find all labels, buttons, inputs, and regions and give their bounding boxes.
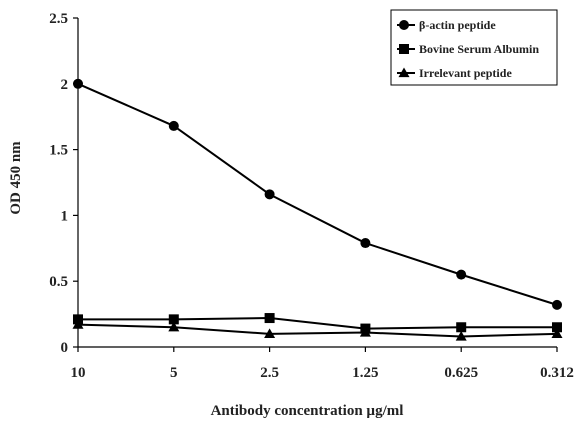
x-axis-title: Antibody concentration µg/ml (211, 403, 404, 419)
y-tick-label: 2.5 (49, 11, 68, 27)
y-tick-label: 1 (61, 208, 69, 224)
y-axis-title: OD 450 nm (8, 141, 24, 215)
data-point-square (456, 322, 467, 333)
legend-label: Bovine Serum Albumin (419, 42, 539, 56)
x-tick-label: 5 (170, 365, 178, 381)
series-line (78, 317, 557, 330)
legend-marker-triangle (398, 67, 410, 78)
data-point-square (552, 322, 562, 333)
legend-item: Bovine Serum Albumin (397, 42, 539, 56)
legend-marker-circle (399, 20, 409, 30)
x-tick-label: 0.312 (540, 365, 574, 381)
x-tick-label: 2.5 (260, 365, 279, 381)
series-triangle (72, 319, 563, 341)
x-tick-label: 10 (71, 365, 86, 381)
data-point-triangle (359, 327, 371, 337)
data-point-triangle (72, 319, 84, 329)
legend: β-actin peptide Bovine Serum Albumin Irrel… (390, 9, 558, 86)
data-point-circle (168, 120, 179, 131)
series-circle (73, 78, 562, 310)
data-point-square (168, 314, 179, 325)
y-tick-label: 0.5 (49, 274, 68, 290)
legend-item: Irrelevant peptide (397, 66, 512, 80)
data-point-square (264, 313, 275, 324)
data-point-triangle (168, 321, 180, 332)
legend-label: β-actin peptide (419, 18, 496, 32)
y-tick-label: 1.5 (49, 143, 68, 159)
x-tick-label: 0.625 (444, 365, 478, 381)
data-point-triangle (551, 328, 563, 338)
legend-box (390, 9, 558, 86)
legend-label: Irrelevant peptide (419, 66, 512, 80)
series-layer (72, 78, 563, 341)
legend-item: β-actin peptide (397, 18, 496, 32)
data-point-circle (456, 269, 467, 280)
series-line (77, 82, 558, 306)
data-point-circle (264, 189, 275, 200)
y-tick-label: 0 (61, 340, 69, 356)
data-point-circle (360, 238, 371, 249)
y-axis-ticks: 0 0.5 1 1.5 2 2.5 (49, 11, 78, 356)
data-point-triangle (455, 330, 467, 341)
x-axis-ticks: 10 5 2.5 1.25 0.625 0.312 (71, 347, 574, 381)
series-line (77, 323, 558, 338)
legend-marker-square (399, 44, 409, 54)
data-point-circle (552, 299, 562, 310)
data-point-circle (73, 78, 83, 89)
data-point-triangle (264, 328, 276, 338)
y-tick-label: 2 (61, 77, 69, 93)
x-tick-label: 1.25 (352, 365, 378, 381)
series-square (73, 313, 562, 334)
